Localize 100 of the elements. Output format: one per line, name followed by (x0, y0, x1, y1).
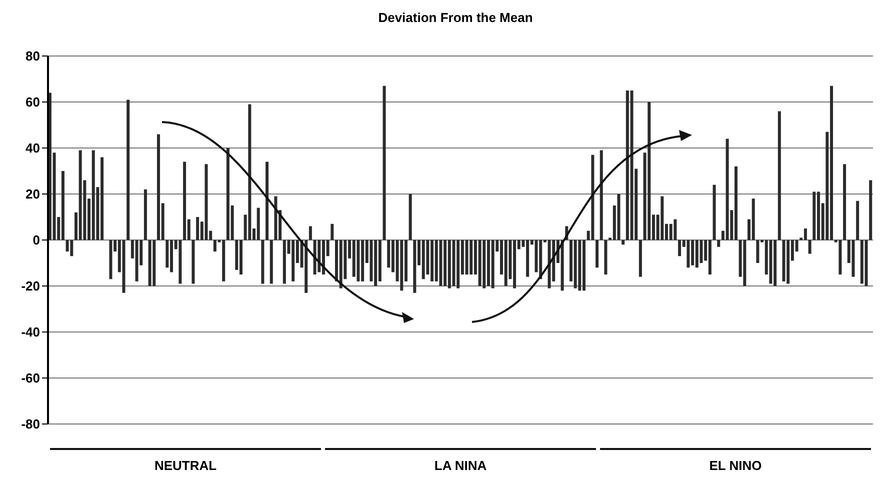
bar (617, 194, 620, 240)
chart-title: Deviation From the Mean (377, 10, 534, 25)
bar (478, 240, 482, 286)
bar (456, 240, 460, 288)
bar (78, 150, 82, 240)
bar (648, 102, 651, 240)
bar (178, 240, 182, 284)
bar (786, 240, 790, 284)
bar (339, 240, 342, 288)
bar (596, 240, 599, 268)
bar (292, 240, 295, 282)
bar (717, 240, 720, 247)
bar (660, 196, 664, 240)
bar (674, 219, 677, 240)
y-tick-label: -40 (21, 324, 40, 340)
bar (452, 240, 456, 286)
bar (239, 240, 242, 274)
bar (192, 240, 195, 284)
bar (274, 196, 278, 240)
bar (408, 194, 412, 240)
bar (756, 240, 760, 263)
bar (769, 240, 772, 284)
y-tick-label: -80 (21, 416, 40, 432)
bar (109, 240, 112, 280)
bar (852, 240, 855, 277)
bar (604, 240, 608, 274)
bar (726, 138, 729, 240)
bar (308, 226, 312, 240)
bar (374, 240, 378, 286)
y-tick-label: 60 (26, 94, 40, 110)
text: NEUTRAL (153, 458, 218, 473)
bar (470, 240, 473, 274)
bar (600, 150, 603, 240)
bar (843, 164, 846, 240)
bar (752, 198, 755, 240)
text: LA NINA (433, 458, 488, 473)
bar (144, 189, 147, 240)
bar (669, 224, 672, 240)
bar (356, 240, 360, 282)
bar (808, 240, 812, 254)
bar (864, 240, 868, 286)
bar (183, 162, 186, 240)
bar (856, 200, 860, 240)
bar (126, 100, 130, 240)
bar (135, 240, 138, 282)
bar (400, 240, 404, 291)
bar (638, 240, 642, 277)
y-tick-label: 20 (26, 186, 40, 202)
bar (313, 240, 316, 274)
bar (439, 240, 442, 286)
bar (504, 240, 508, 286)
bar (148, 240, 152, 286)
bar (622, 240, 625, 245)
bar (266, 162, 269, 240)
y-tick-label: -20 (21, 278, 40, 294)
bar (222, 240, 226, 282)
y-tick-label: 80 (26, 48, 40, 64)
bar (743, 240, 746, 286)
text: EL NINO (708, 458, 763, 473)
bar (270, 240, 273, 284)
bar (70, 240, 74, 256)
bar (804, 228, 807, 240)
bar (330, 224, 334, 240)
bar (382, 86, 386, 240)
y-tick-label: 40 (26, 140, 40, 156)
bar (248, 104, 252, 240)
bar (152, 240, 156, 286)
bar (686, 240, 690, 268)
bar (261, 240, 264, 284)
bar (578, 240, 582, 291)
bar (413, 240, 416, 293)
bar (712, 184, 716, 240)
bar (318, 240, 321, 272)
bar (560, 240, 564, 291)
bar (678, 240, 682, 256)
bar (92, 150, 95, 240)
bar (708, 240, 712, 274)
bar (539, 240, 542, 280)
bar (387, 240, 390, 268)
bar (734, 166, 738, 240)
bar (574, 240, 577, 288)
bar (204, 164, 208, 240)
bar (548, 240, 551, 288)
bar (838, 240, 842, 274)
bar (782, 240, 786, 282)
bar (422, 240, 425, 280)
bar (304, 240, 308, 293)
bar (196, 217, 200, 240)
bar (256, 208, 260, 240)
bar (122, 240, 126, 293)
y-tick-label: -60 (21, 370, 40, 386)
bar (482, 240, 486, 288)
y-tick-label: 0 (32, 232, 40, 248)
bar (869, 180, 872, 240)
bar (61, 171, 64, 240)
bar (166, 240, 169, 268)
bar (591, 154, 594, 240)
bar (630, 90, 634, 240)
bar (465, 240, 468, 274)
bar (812, 192, 816, 240)
